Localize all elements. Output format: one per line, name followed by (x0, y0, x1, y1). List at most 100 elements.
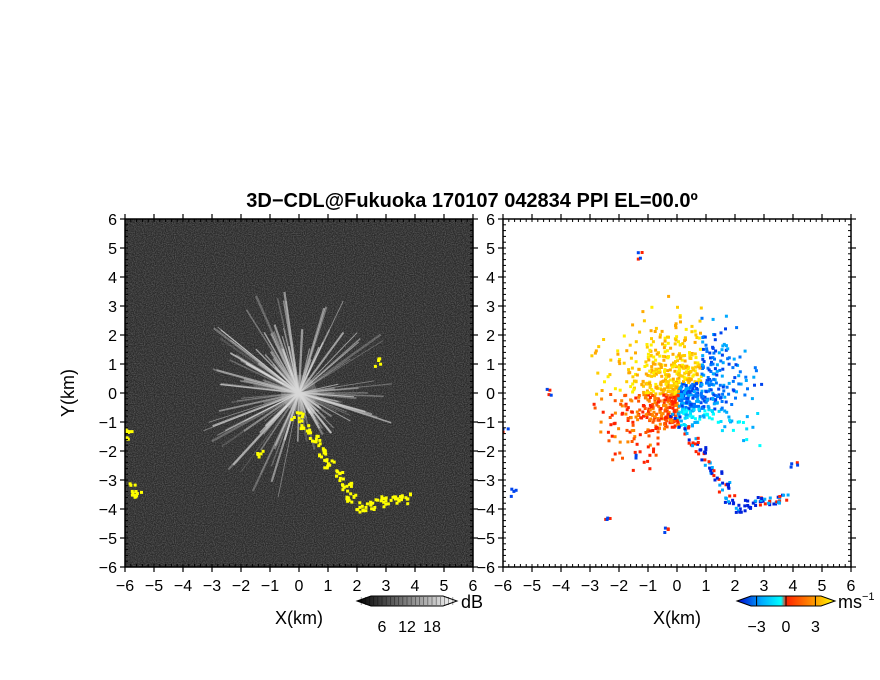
velocity-point (545, 387, 549, 391)
velocity-point (628, 343, 632, 347)
velocity-point (650, 388, 654, 391)
velocity-point (666, 383, 670, 387)
velocity-point (670, 399, 674, 403)
velocity-point (663, 398, 667, 402)
intensity-ray (241, 392, 300, 399)
x-tick-label: −5 (145, 578, 163, 595)
velocity-point (601, 410, 605, 414)
velocity-point (707, 408, 711, 412)
velocity-point (645, 343, 649, 346)
velocity-point (738, 510, 742, 514)
velocity-point (661, 354, 665, 358)
velocity-point (691, 374, 695, 378)
velocity-point (633, 435, 637, 439)
velocity-point (638, 433, 642, 437)
hard-target-echo (347, 498, 351, 502)
velocity-point (705, 347, 709, 351)
velocity-point (658, 392, 662, 396)
intensity-ray (298, 333, 382, 394)
hard-target-echo (400, 495, 404, 499)
velocity-point (677, 379, 681, 383)
velocity-point (684, 391, 688, 395)
intensity-ray (243, 392, 300, 432)
y-tick-label: −3 (477, 473, 495, 490)
velocity-point (688, 377, 692, 381)
velocity-point (599, 430, 603, 434)
velocity-point (695, 382, 698, 386)
velocity-point (694, 450, 698, 454)
velocity-point (701, 357, 705, 361)
hard-target-echo (393, 495, 397, 499)
velocity-point (736, 363, 740, 367)
velocity-point (701, 363, 705, 367)
velocity-point (674, 382, 678, 386)
velocity-point (637, 367, 641, 371)
y-tick-label: −1 (477, 415, 495, 432)
velocity-point (743, 504, 747, 508)
intensity-core (281, 375, 317, 411)
velocity-point (710, 360, 713, 364)
hard-target-echo (380, 497, 384, 501)
velocity-point (727, 500, 730, 504)
hard-target-echo (302, 426, 306, 430)
velocity-point (652, 355, 656, 359)
velocity-point (640, 251, 644, 254)
velocity-point (629, 356, 633, 360)
velocity-point (710, 417, 714, 421)
velocity-point (697, 407, 701, 411)
velocity-point (789, 465, 793, 469)
velocity-point (624, 404, 628, 408)
velocity-point (689, 414, 693, 418)
intensity-ray (216, 392, 300, 436)
velocity-point (675, 408, 679, 412)
velocity-point (616, 349, 620, 353)
velocity-point (738, 355, 742, 359)
velocity-point (624, 412, 628, 416)
velocity-point (648, 412, 652, 416)
velocity-point (685, 387, 689, 391)
hard-target-echo (323, 466, 327, 470)
hard-target-echo (130, 489, 134, 493)
velocity-point (714, 349, 718, 353)
velocity-point (749, 506, 753, 509)
hard-target-echo (297, 411, 301, 415)
velocity-point (681, 354, 685, 358)
velocity-point (703, 458, 707, 462)
velocity-point (685, 364, 689, 368)
velocity-point (683, 424, 687, 427)
velocity-point (710, 466, 714, 469)
y-tick-label: 1 (108, 357, 117, 374)
velocity-point (671, 379, 675, 383)
intensity-ray (230, 339, 300, 394)
velocity-point (675, 386, 679, 389)
velocity-point (671, 352, 675, 356)
velocity-point (721, 367, 725, 371)
x-tick-label: 1 (702, 578, 711, 595)
y-tick-label: 1 (486, 357, 495, 374)
velocity-point (666, 412, 670, 416)
velocity-point (687, 407, 691, 411)
velocity-point (629, 398, 633, 402)
velocity-point (648, 396, 652, 399)
velocity-point (691, 387, 695, 391)
velocity-point (664, 393, 668, 397)
velocity-point (663, 422, 667, 425)
velocity-point (709, 356, 712, 360)
velocity-point (662, 346, 666, 350)
velocity-point (705, 412, 709, 416)
velocity-point (656, 430, 660, 434)
intensity-ray (232, 392, 300, 466)
hard-target-echo (299, 411, 303, 415)
velocity-point (696, 441, 700, 444)
velocity-point (649, 391, 653, 395)
hard-target-echo (322, 451, 326, 455)
hard-target-echo (349, 492, 353, 496)
velocity-point (727, 486, 731, 490)
intensity-ray (240, 359, 300, 394)
velocity-point (694, 392, 698, 396)
hard-target-echo (126, 437, 130, 441)
velocity-point (666, 527, 670, 531)
hard-target-echo (261, 449, 265, 453)
velocity-point (688, 379, 691, 383)
